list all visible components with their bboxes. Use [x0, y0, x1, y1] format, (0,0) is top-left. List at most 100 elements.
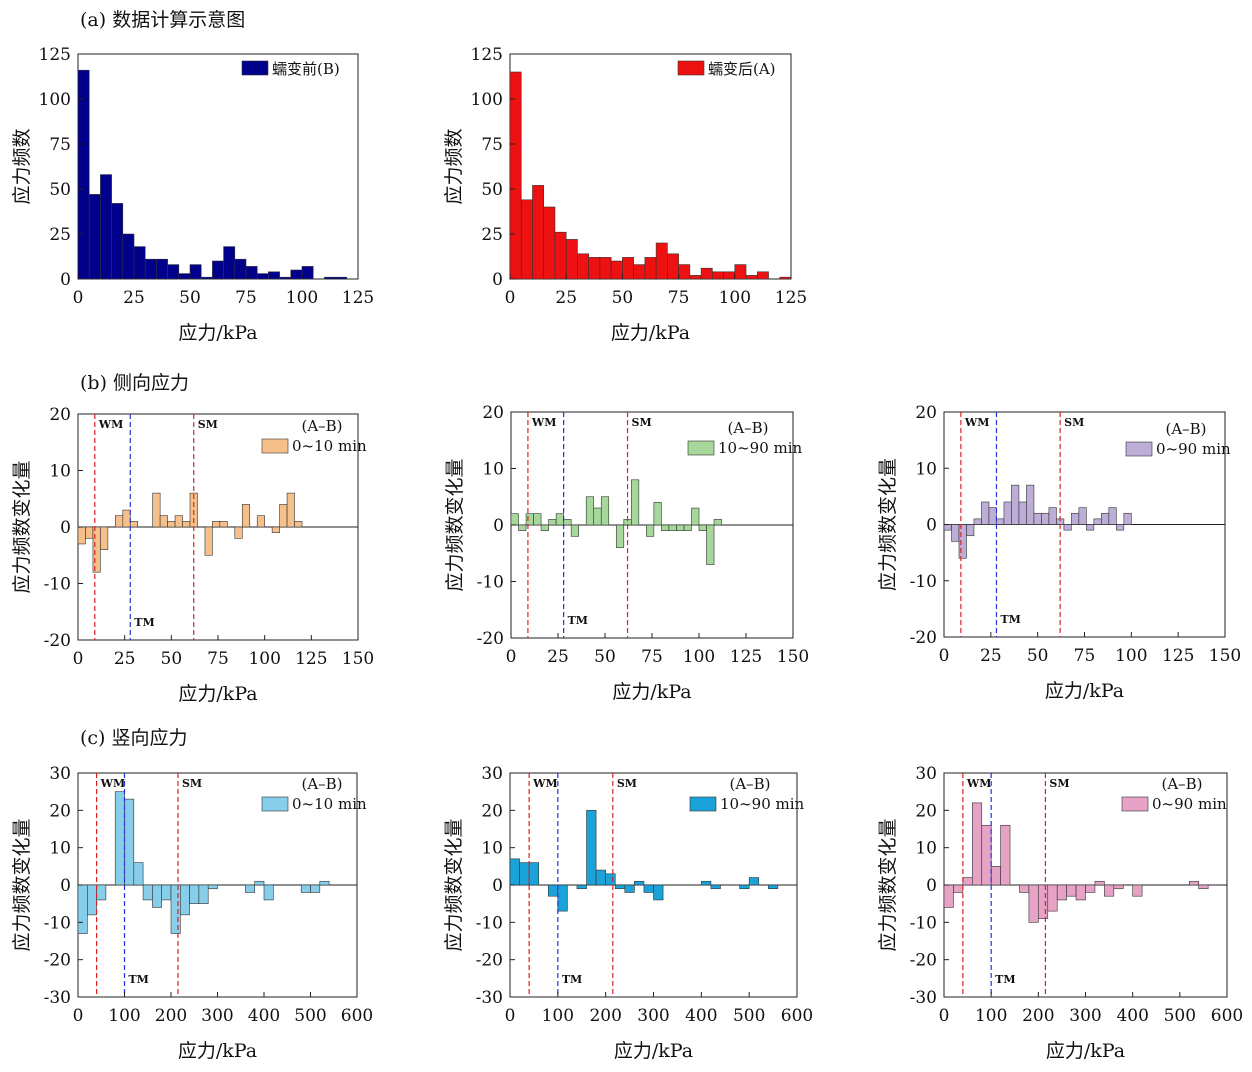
- bar: [554, 231, 567, 280]
- x-tick-label: 125: [1162, 646, 1194, 666]
- x-tick-label: 25: [547, 647, 569, 667]
- bar: [85, 526, 94, 539]
- legend-label: 0~10 min: [292, 437, 367, 455]
- marker-label-sm: SM: [182, 777, 202, 790]
- bar: [700, 267, 713, 280]
- x-tick-label: 100: [286, 288, 318, 308]
- bar: [723, 271, 736, 280]
- bar: [588, 257, 601, 280]
- bar: [689, 275, 702, 280]
- bar: [734, 264, 747, 280]
- bar: [1000, 824, 1011, 886]
- x-tick-label: 75: [235, 288, 257, 308]
- marker-label-sm: SM: [632, 416, 652, 429]
- y-tick-label: 50: [481, 180, 503, 200]
- y-tick-label: 0: [60, 876, 71, 896]
- bar: [576, 884, 587, 890]
- y-tick-label: 75: [481, 135, 503, 155]
- bar: [77, 884, 88, 934]
- bar: [279, 276, 292, 280]
- bar: [653, 502, 662, 526]
- bar: [779, 276, 792, 280]
- bar: [279, 504, 288, 528]
- y-tick-label: 50: [49, 180, 71, 200]
- marker-label-wm: WM: [966, 777, 992, 790]
- bar: [1113, 884, 1124, 890]
- x-tick-label: 50: [161, 649, 183, 669]
- bar: [520, 199, 533, 280]
- y-tick-label: 75: [49, 135, 71, 155]
- bar: [676, 524, 685, 531]
- y-tick-label: 0: [926, 876, 937, 896]
- bar: [653, 884, 664, 901]
- x-tick-label: 300: [1069, 1006, 1101, 1026]
- x-tick-label: 0: [73, 1006, 84, 1026]
- marker-label-wm: WM: [964, 416, 990, 429]
- x-tick-label: 0: [505, 1006, 516, 1026]
- bar: [1019, 884, 1030, 893]
- bar: [1085, 884, 1096, 893]
- bar: [254, 880, 265, 886]
- marker-label-wm: WM: [532, 777, 558, 790]
- bar: [263, 884, 274, 901]
- bar: [1038, 884, 1049, 919]
- x-tick-label: 300: [201, 1006, 233, 1026]
- bar: [973, 518, 982, 525]
- bar: [111, 203, 124, 280]
- y-tick-label: 0: [926, 516, 937, 536]
- y-axis-label: 应力频数变化量: [444, 458, 466, 591]
- bar: [951, 524, 960, 542]
- bar: [577, 253, 589, 280]
- bar: [161, 884, 172, 901]
- bar: [142, 884, 153, 901]
- marker-label-wm: WM: [100, 777, 126, 790]
- y-tick-label: 10: [49, 839, 71, 859]
- x-tick-label: 0: [73, 288, 84, 308]
- y-tick-label: 30: [915, 764, 937, 784]
- x-axis-label: 应力/kPa: [178, 1040, 257, 1062]
- bar: [87, 884, 97, 916]
- bar: [532, 185, 545, 280]
- bar: [212, 260, 224, 280]
- x-tick-label: 0: [506, 647, 517, 667]
- legend-swatch: [689, 796, 717, 812]
- y-tick-label: 20: [915, 403, 937, 423]
- bar: [1075, 884, 1086, 901]
- x-tick-label: 125: [730, 647, 762, 667]
- legend-swatch: [261, 438, 289, 454]
- marker-label-sm: SM: [1064, 416, 1084, 429]
- legend-title: (A–B): [729, 775, 770, 793]
- x-tick-label: 75: [207, 649, 229, 669]
- legend-swatch: [1121, 796, 1149, 812]
- bar: [698, 524, 707, 531]
- x-tick-label: 50: [1027, 646, 1049, 666]
- x-tick-label: 600: [781, 1006, 813, 1026]
- bar: [710, 884, 721, 890]
- y-tick-label: 125: [471, 45, 503, 65]
- bar: [324, 276, 336, 280]
- x-tick-label: 75: [1074, 646, 1096, 666]
- bar: [958, 524, 967, 559]
- bar: [124, 798, 135, 886]
- bar: [966, 524, 975, 537]
- x-tick-label: 100: [542, 1006, 574, 1026]
- bar: [667, 253, 679, 280]
- marker-label-sm: SM: [1049, 777, 1069, 790]
- x-tick-label: 100: [248, 649, 280, 669]
- x-tick-label: 0: [73, 649, 84, 669]
- y-tick-label: -30: [44, 988, 71, 1008]
- y-axis-label: 应力频数: [443, 128, 465, 204]
- x-tick-label: 500: [733, 1006, 765, 1026]
- bar: [178, 273, 191, 280]
- bar: [691, 507, 700, 526]
- x-axis-label: 应力/kPa: [178, 322, 257, 344]
- bar: [1018, 501, 1027, 525]
- y-tick-label: 0: [493, 516, 504, 536]
- chart-b1: WM TM SM 0 25 50 75 100 125 150 -20 -10 0 10 20 应力/kPa 应…: [11, 405, 374, 705]
- bar: [1026, 484, 1035, 525]
- y-tick-label: 20: [915, 801, 937, 821]
- bar: [167, 521, 176, 528]
- bar: [219, 521, 228, 528]
- bar: [600, 496, 610, 526]
- y-tick-label: -30: [476, 988, 503, 1008]
